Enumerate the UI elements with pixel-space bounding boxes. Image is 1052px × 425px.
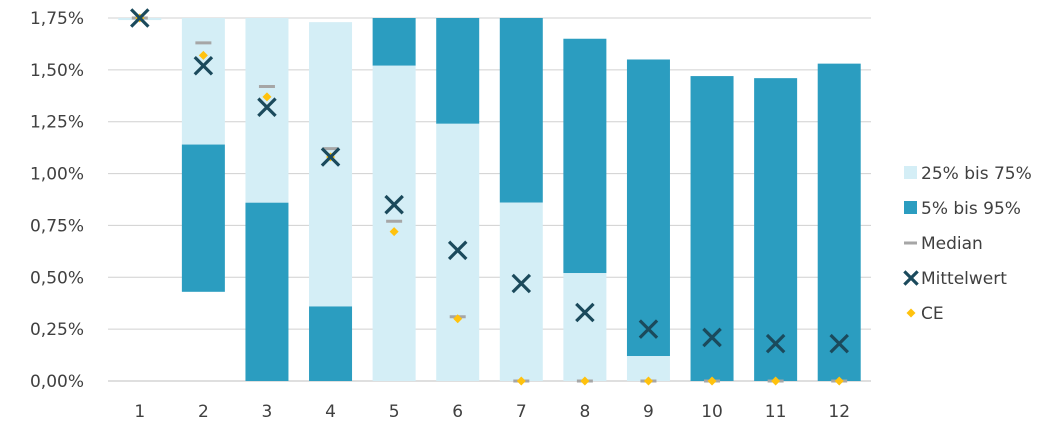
bar-25-75 [181,18,225,145]
x-tick-label: 6 [452,402,463,422]
ce-point [453,314,463,324]
legend-label: CE [921,304,944,324]
bar-25-75 [499,202,543,381]
mean-point [638,319,659,339]
mean-point [130,8,150,28]
bar-5-95 [181,144,225,292]
y-tick-label: 1,75% [30,9,84,29]
x-tick-label: 11 [765,402,787,422]
legend-label: 25% bis 75% [921,164,1032,184]
bar-5-95 [309,306,353,381]
bar-5-95 [817,63,861,382]
legend-label: Mittelwert [921,269,1007,289]
bar-5-95 [754,78,798,381]
ce-point [707,376,717,386]
ce-point [389,227,399,237]
bar-5-95 [690,76,734,381]
mean-point [193,55,214,76]
ce-point [262,92,272,102]
x-axis: 1 2 3 4 5 6 7 8 9 10 11 12 [134,402,850,422]
legend-swatch [904,166,917,179]
x-tick-label: 10 [701,402,723,422]
ce-point [834,376,844,386]
bar-5-95 [436,18,480,124]
bar-5-95 [245,202,289,381]
bar-5-95 [626,59,670,357]
y-tick-label: 0,25% [30,320,84,340]
legend-swatch [903,270,919,286]
y-tick-label: 0,75% [30,216,84,236]
bar-25-75 [372,65,416,382]
bar-25-75 [245,18,289,203]
legend-label: Median [921,234,983,254]
x-tick-label: 8 [579,402,590,422]
x-tick-label: 12 [828,402,850,422]
mean-point [384,194,404,215]
mean-point [257,97,277,117]
mean-point [575,302,595,323]
y-tick-label: 1,50% [30,61,84,81]
x-tick-label: 4 [325,402,336,422]
ce-point [580,376,590,386]
ce-point [198,50,208,60]
ce-point [516,376,526,386]
legend-swatch [906,308,916,318]
legend-label: 5% bis 95% [921,199,1021,219]
legend-swatch [904,201,917,214]
ce-point [771,376,781,386]
x-tick-label: 9 [643,402,654,422]
x-tick-label: 5 [389,402,400,422]
ce-point [643,376,653,386]
bar-25-75 [309,22,353,307]
x-tick-label: 7 [516,402,527,422]
y-tick-label: 0,50% [30,268,84,288]
y-tick-label: 1,00% [30,165,84,185]
mean-point [765,333,786,354]
mean-point [511,273,532,294]
bar-5-95 [372,18,416,66]
legend: 25% bis 75% 5% bis 95% Median Mittelwert CE [903,164,1032,324]
mean-point [829,333,849,354]
bar-5-95 [499,18,543,203]
markers [130,8,849,386]
y-axis: 0,00% 0,25% 0,50% 0,75% 1,00% 1,25% 1,50% 1,75% [30,9,84,392]
y-tick-label: 1,25% [30,113,84,133]
x-tick-label: 2 [198,402,209,422]
mean-point [447,240,468,261]
x-tick-label: 1 [134,402,145,422]
bar-5-95 [563,38,607,274]
mean-point [702,327,722,348]
x-tick-label: 3 [262,402,273,422]
bar-25-75 [563,273,607,381]
bars [118,18,861,382]
mean-point [320,147,341,167]
y-tick-label: 0,00% [30,372,84,392]
gridlines [108,17,871,382]
